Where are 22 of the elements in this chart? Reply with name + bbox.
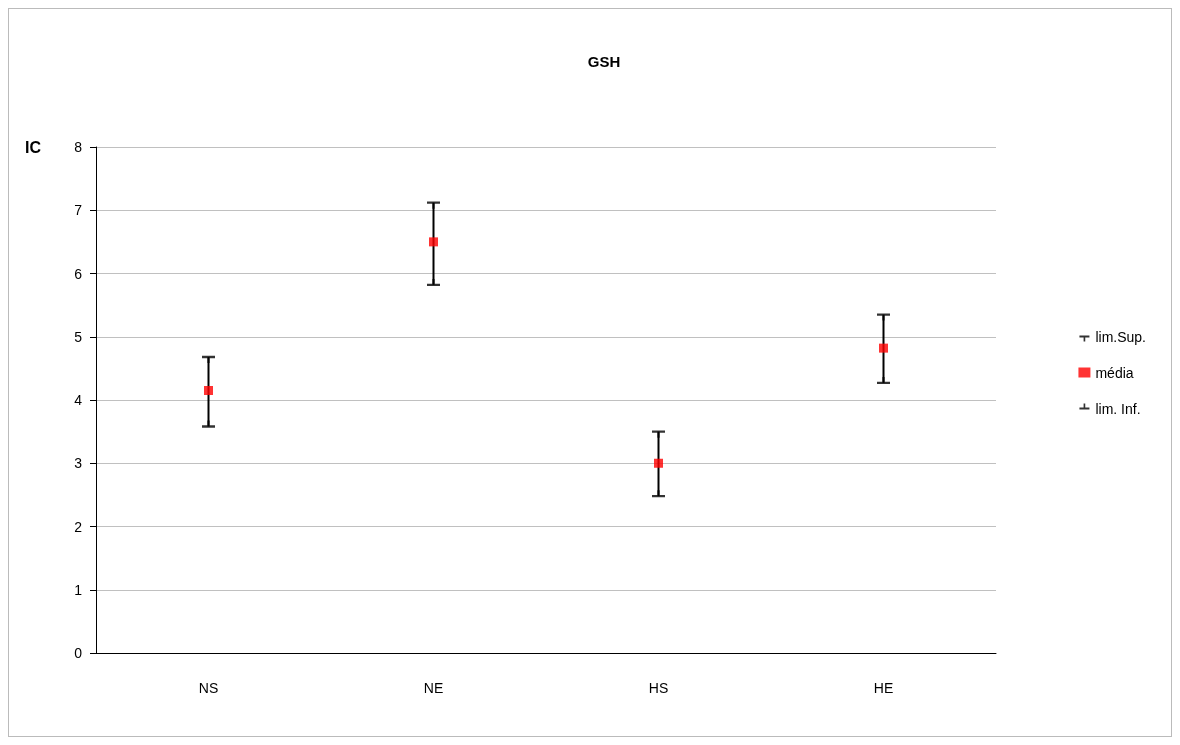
y-tick-label: 0	[74, 645, 83, 661]
legend-label: lim. Inf.	[1095, 400, 1141, 417]
x-tick-label: HS	[648, 680, 669, 696]
legend-label: lim.Sup.	[1095, 328, 1147, 345]
y-tick-label: 6	[74, 265, 83, 282]
point	[429, 237, 438, 247]
y-tick-label: 8	[74, 139, 83, 155]
point	[654, 458, 663, 468]
point	[204, 386, 213, 396]
y-tick-label: 7	[74, 202, 83, 219]
x-tick-label: HE	[873, 680, 894, 696]
y-tick-label: 3	[74, 455, 83, 472]
y-tick-label: 5	[74, 328, 83, 345]
y-axis-title: IC	[25, 138, 42, 156]
x-tick-label: NS	[198, 680, 219, 696]
y-tick-label: 2	[74, 518, 83, 535]
y-tick-label: 1	[74, 581, 83, 598]
legend-label: média	[1095, 364, 1134, 381]
chart-title: GSH	[587, 53, 621, 70]
x-tick-label: NE	[423, 680, 444, 696]
y-tick-label: 4	[74, 392, 83, 408]
point	[879, 343, 888, 353]
